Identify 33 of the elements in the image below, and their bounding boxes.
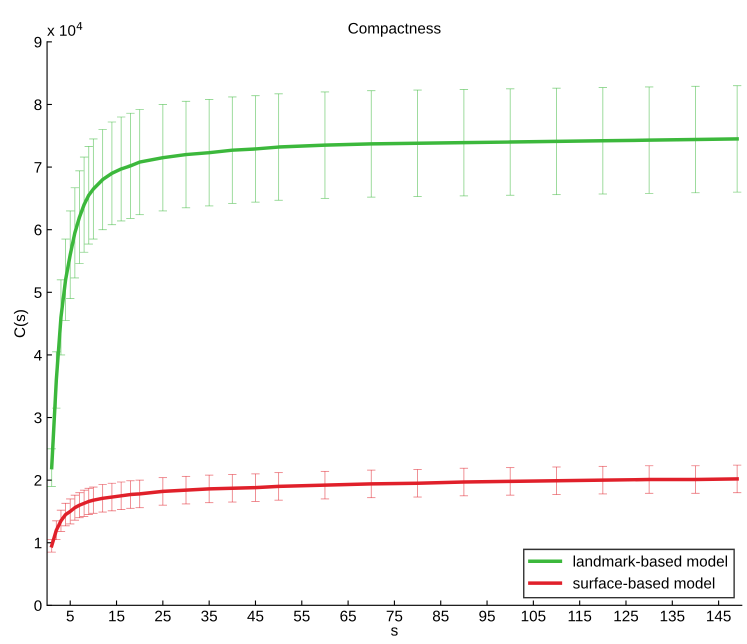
legend-label: landmark-based model — [574, 555, 728, 567]
x-tick-label: 135 — [660, 610, 684, 622]
y-tick-label: 0 — [34, 600, 42, 612]
y-tick-label: 8 — [34, 99, 42, 110]
y-axis-title: C(s) — [14, 310, 28, 338]
chart-title: Compactness — [348, 22, 441, 37]
x-tick-label: 65 — [340, 610, 356, 622]
y-tick-label: 3 — [34, 412, 42, 424]
legend-label: surface-based model — [573, 577, 714, 589]
y-tick-label: 7 — [34, 162, 42, 173]
y-tick-label: 2 — [34, 475, 42, 486]
y-tick-label: 4 — [34, 350, 42, 360]
y-tick-label: 1 — [34, 538, 42, 548]
x-tick-label: 15 — [109, 610, 124, 622]
line-series — [50, 477, 739, 548]
x-tick-label: 45 — [247, 610, 264, 622]
y-tick-label: 6 — [34, 224, 42, 236]
x-tick-label: 55 — [294, 610, 310, 622]
x-tick-label: 105 — [522, 610, 546, 622]
x-tick-label: 115 — [568, 610, 592, 622]
x-tick-label: 85 — [432, 610, 449, 622]
x-tick-label: 5 — [66, 610, 74, 622]
x-tick-label: 95 — [479, 610, 495, 622]
x-tick-label: 125 — [614, 610, 638, 622]
x-tick-label: 145 — [707, 610, 731, 622]
line-series — [50, 137, 739, 470]
x-tick-label: 75 — [386, 610, 402, 622]
x-tick-label: 35 — [201, 610, 218, 622]
x-tick-label: 25 — [155, 610, 171, 622]
x-axis-title: s — [391, 627, 398, 636]
y-tick-label: 9 — [34, 36, 42, 48]
text: x 10$^{4}$ — [47, 22, 82, 36]
y-tick-label: 5 — [34, 287, 42, 298]
